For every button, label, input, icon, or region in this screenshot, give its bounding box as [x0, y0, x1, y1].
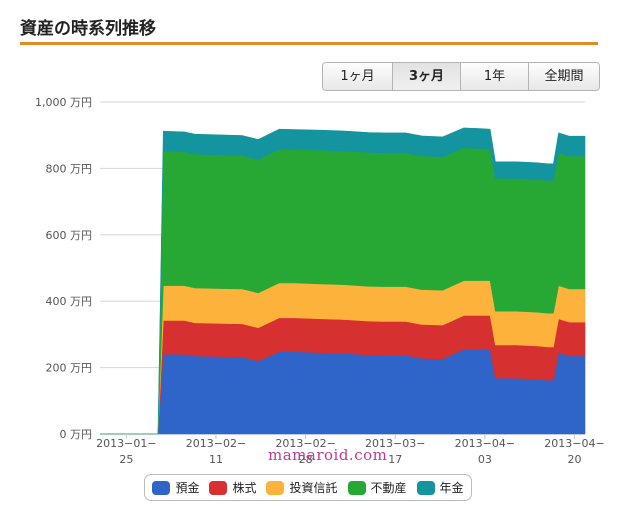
title-underline: [20, 42, 598, 45]
x-tick-label: 2013−02−: [186, 437, 246, 450]
x-axis: 2013−01− 25 2013−02− 11 2013−02− 28 2013−03− 17…: [96, 434, 605, 466]
watermark-text: mamaroid.com: [268, 446, 388, 464]
x-tick-label: 03: [478, 453, 492, 466]
area-pension: [100, 127, 586, 435]
range-all-button[interactable]: 全期間: [529, 63, 599, 90]
legend-label: 株式: [232, 481, 257, 495]
legend-label: 不動産: [370, 481, 407, 495]
y-tick-label: 800 万円: [46, 162, 93, 175]
range-1month-button[interactable]: 1ヶ月: [323, 63, 393, 90]
x-tick-label: 17: [388, 453, 402, 466]
x-tick-label: 2013−01−: [96, 437, 156, 450]
legend-swatch: [209, 480, 228, 495]
chart-legend: 預金 株式 投資信託 不動産 年金: [144, 474, 472, 501]
y-tick-label: 0 万円: [60, 428, 93, 441]
page-title: 資産の時系列推移: [20, 19, 156, 39]
x-tick-label: 11: [209, 453, 223, 466]
range-selector: 1ヶ月 3ヶ月 1年 全期間: [322, 62, 600, 91]
legend-item-deposit[interactable]: 預金: [152, 479, 199, 496]
legend-item-stocks[interactable]: 株式: [209, 479, 256, 496]
legend-label: 投資信託: [289, 481, 338, 495]
legend-swatch: [416, 480, 435, 495]
y-axis: 0 万円 200 万円 400 万円 600 万円 800 万円 1,000 万円: [35, 96, 92, 441]
x-tick-label: 2013−04−: [544, 437, 604, 450]
legend-label: 年金: [439, 481, 464, 495]
y-tick-label: 200 万円: [46, 362, 93, 375]
legend-item-pension[interactable]: 年金: [416, 479, 464, 496]
chart-areas: [100, 127, 586, 435]
x-tick-label: 28: [299, 453, 313, 466]
legend-swatch: [266, 480, 285, 495]
x-tick-label: 2013−02−: [275, 437, 335, 450]
legend-swatch: [152, 480, 171, 495]
range-3month-button[interactable]: 3ヶ月: [393, 63, 461, 90]
x-tick-label: 25: [119, 453, 133, 466]
y-tick-label: 400 万円: [46, 295, 93, 308]
y-tick-label: 1,000 万円: [35, 96, 92, 109]
legend-item-realestate[interactable]: 不動産: [347, 479, 407, 496]
legend-label: 預金: [175, 481, 200, 495]
range-1year-button[interactable]: 1年: [461, 63, 529, 90]
x-tick-label: 2013−04−: [455, 437, 515, 450]
legend-item-funds[interactable]: 投資信託: [266, 479, 338, 496]
legend-swatch: [347, 480, 366, 495]
x-tick-label: 20: [567, 453, 581, 466]
x-tick-label: 2013−03−: [365, 437, 425, 450]
y-tick-label: 600 万円: [46, 229, 93, 242]
